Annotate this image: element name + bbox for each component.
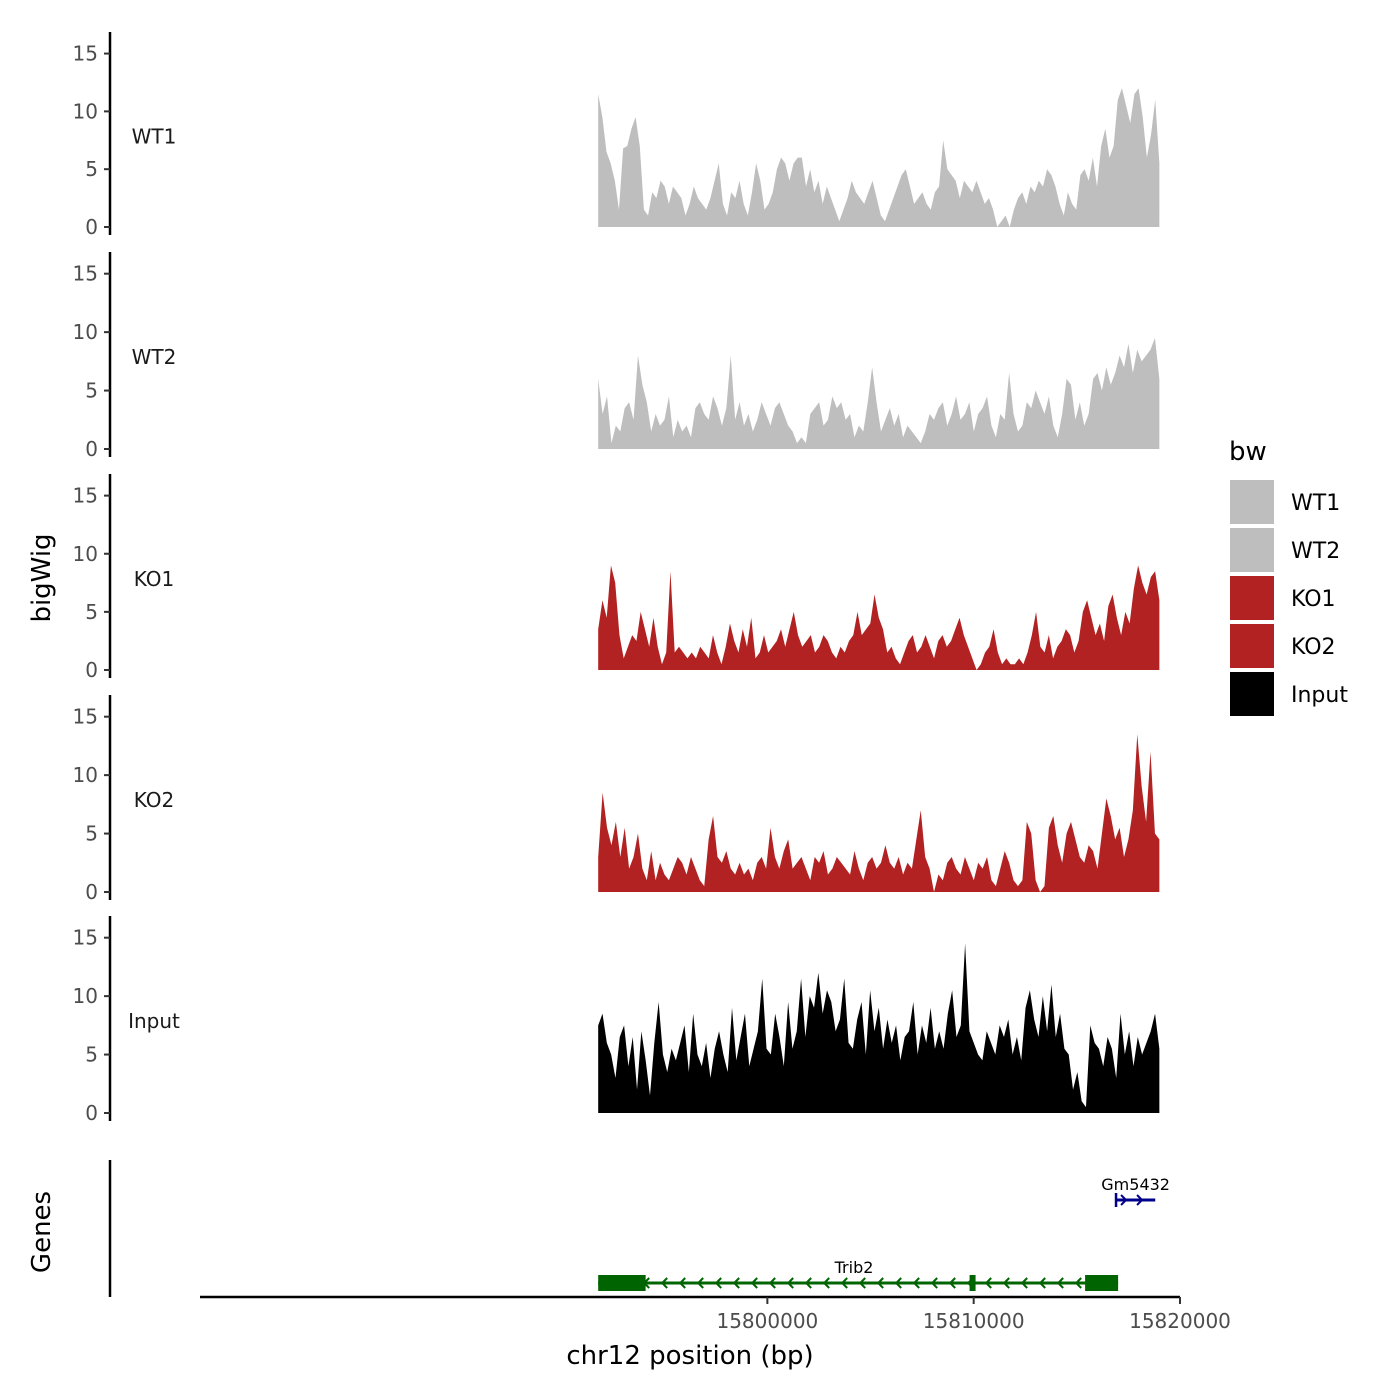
strand-arrow xyxy=(1002,1277,1010,1289)
y-tick-label: 0 xyxy=(85,437,98,461)
legend-label: KO1 xyxy=(1291,587,1336,612)
y-tick-label: 15 xyxy=(73,705,98,729)
strand-arrow xyxy=(894,1277,902,1289)
track-wt2: 0 5 10 15 WT2 xyxy=(73,252,1160,461)
signal-area-ko2 xyxy=(598,734,1160,892)
legend-swatch xyxy=(1230,624,1274,668)
strand-arrow xyxy=(750,1277,758,1289)
strand-arrow xyxy=(768,1277,776,1289)
y-tick-label: 0 xyxy=(85,658,98,682)
x-axis-title: chr12 position (bp) xyxy=(566,1341,813,1371)
exon xyxy=(969,1275,976,1291)
y-tick-label: 15 xyxy=(73,484,98,508)
strand-arrow xyxy=(678,1277,686,1289)
y-tick-label: 15 xyxy=(73,926,98,950)
strand-arrow xyxy=(786,1277,794,1289)
track-label: KO1 xyxy=(134,567,175,591)
y-tick-label: 10 xyxy=(73,542,98,566)
strand-arrow xyxy=(840,1277,848,1289)
y-tick-label: 5 xyxy=(85,379,98,403)
legend-title: bw xyxy=(1229,437,1267,467)
x-axis: 15800000 15810000 15820000 xyxy=(200,1295,1231,1333)
exon xyxy=(598,1275,646,1291)
legend: bw WT1 WT2 KO1 KO2 Input xyxy=(1229,437,1348,716)
strand-arrow xyxy=(1020,1277,1028,1289)
strand-arrow xyxy=(1136,1194,1144,1206)
y-tick-label: 10 xyxy=(73,99,98,123)
strand-arrow xyxy=(984,1277,992,1289)
legend-swatch xyxy=(1230,672,1274,716)
strand-arrow xyxy=(912,1277,920,1289)
y-tick-label: 5 xyxy=(85,822,98,846)
y-tick-label: 10 xyxy=(73,984,98,1008)
gene-track: Trib2 Gm5432 xyxy=(108,1160,1170,1297)
track-input: 0 5 10 15 Input xyxy=(73,916,1160,1125)
strand-arrow xyxy=(660,1277,668,1289)
genes-axis-title: Genes xyxy=(27,1191,57,1273)
signal-area-input xyxy=(598,943,1160,1113)
signal-area-wt1 xyxy=(598,88,1160,227)
track-label: Input xyxy=(128,1009,180,1033)
track-label: WT1 xyxy=(132,124,177,148)
strand-arrow xyxy=(948,1277,956,1289)
legend-label: KO2 xyxy=(1291,635,1336,660)
y-tick-label: 5 xyxy=(85,1043,98,1067)
y-tick-label: 0 xyxy=(85,215,98,239)
exon xyxy=(1085,1275,1119,1291)
track-ko2: 0 5 10 15 KO2 xyxy=(73,695,1160,904)
strand-arrow xyxy=(714,1277,722,1289)
strand-arrow xyxy=(1056,1277,1064,1289)
strand-arrow xyxy=(1038,1277,1046,1289)
strand-arrow xyxy=(1074,1277,1082,1289)
strand-arrow xyxy=(930,1277,938,1289)
signal-area-wt2 xyxy=(598,337,1160,449)
y-tick-label: 15 xyxy=(73,42,98,66)
strand-arrow xyxy=(696,1277,704,1289)
y-tick-label: 15 xyxy=(73,262,98,286)
y-tick-label: 5 xyxy=(85,157,98,181)
y-tick-label: 0 xyxy=(85,1101,98,1125)
strand-arrow xyxy=(822,1277,830,1289)
strand-arrow xyxy=(1120,1194,1128,1206)
legend-label: WT1 xyxy=(1291,491,1340,516)
track-wt1: 0 5 10 15 WT1 xyxy=(73,32,1160,239)
gene-label: Trib2 xyxy=(834,1258,874,1277)
y-tick-label: 10 xyxy=(73,320,98,344)
legend-label: Input xyxy=(1291,683,1348,708)
strand-arrow xyxy=(876,1277,884,1289)
y-tick-label: 5 xyxy=(85,600,98,624)
x-tick-label: 15800000 xyxy=(716,1309,818,1333)
y-tick-label: 0 xyxy=(85,880,98,904)
track-label: WT2 xyxy=(132,345,177,369)
gene-label: Gm5432 xyxy=(1101,1175,1170,1194)
gene-trib2: Trib2 xyxy=(598,1258,1119,1291)
x-tick-label: 15810000 xyxy=(923,1309,1025,1333)
signal-tracks: 0 5 10 15 WT1 0 5 10 15 WT2 0 5 10 15 KO1 0 5 10 15 KO2 0 5 10… xyxy=(73,32,1160,1125)
track-label: KO2 xyxy=(134,788,175,812)
strand-arrow xyxy=(732,1277,740,1289)
legend-swatch xyxy=(1230,480,1274,524)
strand-arrow xyxy=(804,1277,812,1289)
strand-arrow xyxy=(858,1277,866,1289)
x-tick-label: 15820000 xyxy=(1129,1309,1231,1333)
gene-gm5432: Gm5432 xyxy=(1101,1175,1170,1207)
legend-swatch xyxy=(1230,576,1274,620)
legend-swatch xyxy=(1230,528,1274,572)
legend-label: WT2 xyxy=(1291,539,1340,564)
y-tick-label: 10 xyxy=(73,763,98,787)
y-axis-title: bigWig xyxy=(27,533,57,622)
signal-area-ko1 xyxy=(598,565,1160,670)
track-ko1: 0 5 10 15 KO1 xyxy=(73,474,1160,682)
